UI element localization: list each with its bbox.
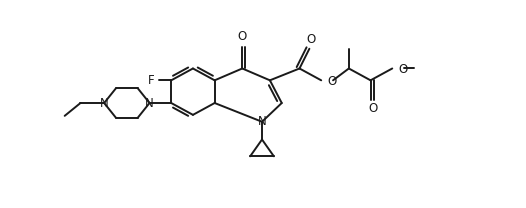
Text: O: O [238,30,247,43]
Text: N: N [145,97,154,110]
Text: O: O [327,75,337,88]
Text: N: N [100,97,108,110]
Text: O: O [307,33,316,46]
Text: O: O [398,63,408,76]
Text: N: N [258,115,266,128]
Text: F: F [148,74,155,87]
Text: O: O [368,102,377,115]
